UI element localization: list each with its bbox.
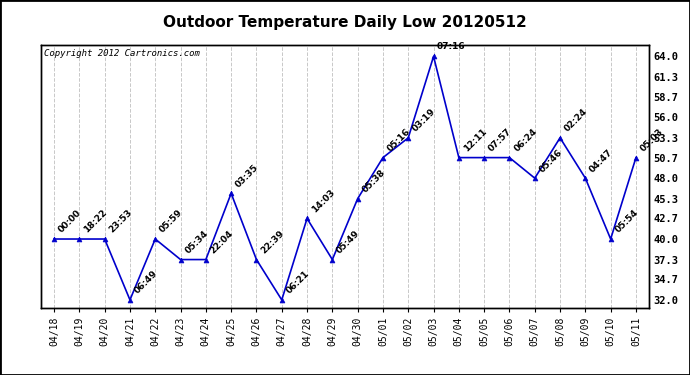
Text: 05:46: 05:46 xyxy=(538,147,564,174)
Text: 07:16: 07:16 xyxy=(436,42,465,51)
Text: 04:47: 04:47 xyxy=(588,147,615,174)
Text: 05:38: 05:38 xyxy=(360,168,387,195)
Text: 00:00: 00:00 xyxy=(57,209,83,235)
Text: 05:34: 05:34 xyxy=(184,229,210,255)
Text: 02:24: 02:24 xyxy=(563,107,589,134)
Text: 07:57: 07:57 xyxy=(487,127,513,153)
Text: 06:24: 06:24 xyxy=(512,127,539,153)
Text: 06:21: 06:21 xyxy=(284,269,311,296)
Text: 05:54: 05:54 xyxy=(613,208,640,235)
Text: 05:03: 05:03 xyxy=(639,127,665,153)
Text: 22:39: 22:39 xyxy=(259,229,286,255)
Text: 05:16: 05:16 xyxy=(386,127,412,153)
Text: 22:04: 22:04 xyxy=(208,229,235,255)
Text: 12:11: 12:11 xyxy=(462,127,489,153)
Text: 23:53: 23:53 xyxy=(108,208,134,235)
Text: 03:35: 03:35 xyxy=(234,163,260,189)
Text: 18:22: 18:22 xyxy=(82,208,109,235)
Text: Outdoor Temperature Daily Low 20120512: Outdoor Temperature Daily Low 20120512 xyxy=(163,15,527,30)
Text: 14:03: 14:03 xyxy=(310,188,337,214)
Text: 05:49: 05:49 xyxy=(335,229,362,255)
Text: Copyright 2012 Cartronics.com: Copyright 2012 Cartronics.com xyxy=(44,49,200,58)
Text: 05:59: 05:59 xyxy=(158,208,185,235)
Text: 06:49: 06:49 xyxy=(132,269,159,296)
Text: 03:19: 03:19 xyxy=(411,107,437,134)
